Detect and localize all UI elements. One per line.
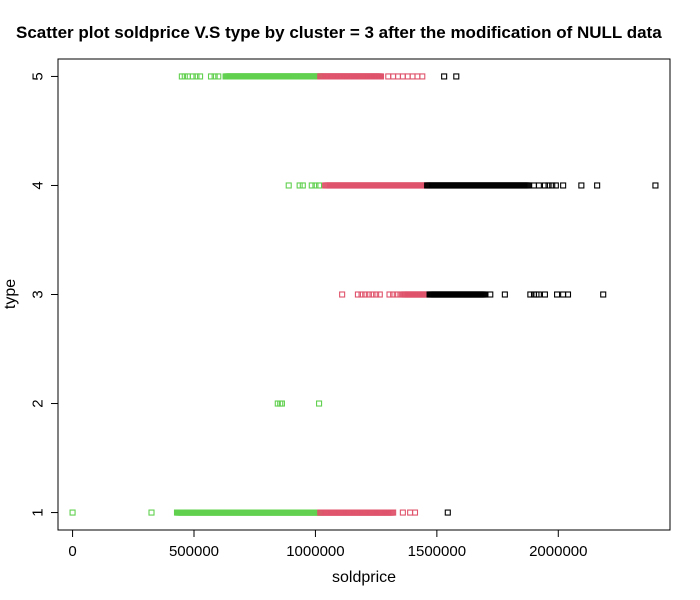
data-point	[535, 291, 542, 298]
data-point	[409, 73, 416, 80]
data-point	[527, 291, 534, 298]
data-point	[376, 291, 383, 298]
x-axis: 0 500000 1000000 1500000 2000000	[68, 529, 587, 560]
data-point	[386, 291, 393, 298]
data-point	[560, 291, 567, 298]
data-point	[419, 73, 426, 80]
data-point	[404, 73, 411, 80]
data-point	[399, 73, 406, 80]
x-tick-label: 500000	[169, 543, 219, 560]
data-point	[69, 509, 76, 516]
y-tick-label: 5	[30, 72, 47, 80]
data-point	[444, 509, 451, 516]
data-point	[535, 182, 542, 189]
data-point	[578, 182, 585, 189]
data-point	[385, 73, 392, 80]
data-point	[564, 291, 572, 298]
x-tick-label: 1000000	[286, 543, 344, 560]
data-point	[373, 291, 380, 298]
data-point	[552, 182, 559, 189]
data-point	[189, 73, 196, 80]
data-point	[184, 73, 191, 80]
y-tick-label: 1	[30, 508, 47, 516]
data-point	[554, 291, 561, 298]
data-point	[487, 291, 494, 298]
data-point	[541, 291, 548, 298]
data-point	[308, 182, 315, 189]
data-point	[278, 400, 285, 407]
data-points	[69, 73, 659, 516]
data-point	[407, 509, 414, 516]
data-point	[441, 73, 448, 80]
data-point	[501, 291, 508, 298]
data-point	[545, 182, 552, 189]
data-point	[193, 73, 200, 80]
data-point	[296, 182, 303, 189]
chart-title: Scatter plot soldprice V.S type by clust…	[16, 23, 662, 42]
data-point	[207, 73, 215, 80]
data-point	[369, 291, 376, 298]
data-point	[394, 73, 402, 80]
x-tick-label: 1500000	[408, 543, 466, 560]
data-point	[339, 291, 346, 298]
data-point	[652, 182, 659, 189]
x-tick-label: 0	[68, 543, 76, 560]
data-point	[211, 73, 218, 80]
data-point	[377, 73, 385, 80]
y-tick-label: 4	[30, 181, 47, 189]
data-point	[312, 182, 319, 189]
data-point	[362, 291, 369, 298]
data-point	[530, 182, 538, 189]
data-point	[560, 182, 567, 189]
data-point	[399, 509, 406, 516]
x-tick-label: 2000000	[529, 543, 587, 560]
data-point	[354, 291, 361, 298]
data-point	[541, 182, 548, 189]
y-tick-label: 3	[30, 290, 47, 298]
data-point	[215, 73, 222, 80]
data-point	[453, 73, 460, 80]
data-point	[299, 182, 306, 189]
data-point	[390, 509, 397, 516]
data-point	[197, 73, 204, 80]
data-point	[393, 291, 400, 298]
data-point	[390, 291, 397, 298]
data-point	[411, 509, 419, 516]
data-point	[316, 182, 323, 189]
data-point	[594, 182, 601, 189]
y-tick-label: 2	[30, 399, 47, 407]
x-axis-label: soldprice	[332, 569, 396, 586]
data-point	[414, 73, 421, 80]
y-axis-label: type	[2, 279, 19, 309]
data-point	[600, 291, 607, 298]
y-axis: 1 2 3 4 5	[30, 72, 59, 517]
data-point	[285, 182, 292, 189]
data-point	[148, 509, 155, 516]
data-point	[549, 182, 556, 189]
data-point	[181, 73, 188, 80]
data-point	[390, 73, 397, 80]
data-point	[358, 291, 365, 298]
data-point	[316, 400, 323, 407]
data-point	[365, 291, 372, 298]
